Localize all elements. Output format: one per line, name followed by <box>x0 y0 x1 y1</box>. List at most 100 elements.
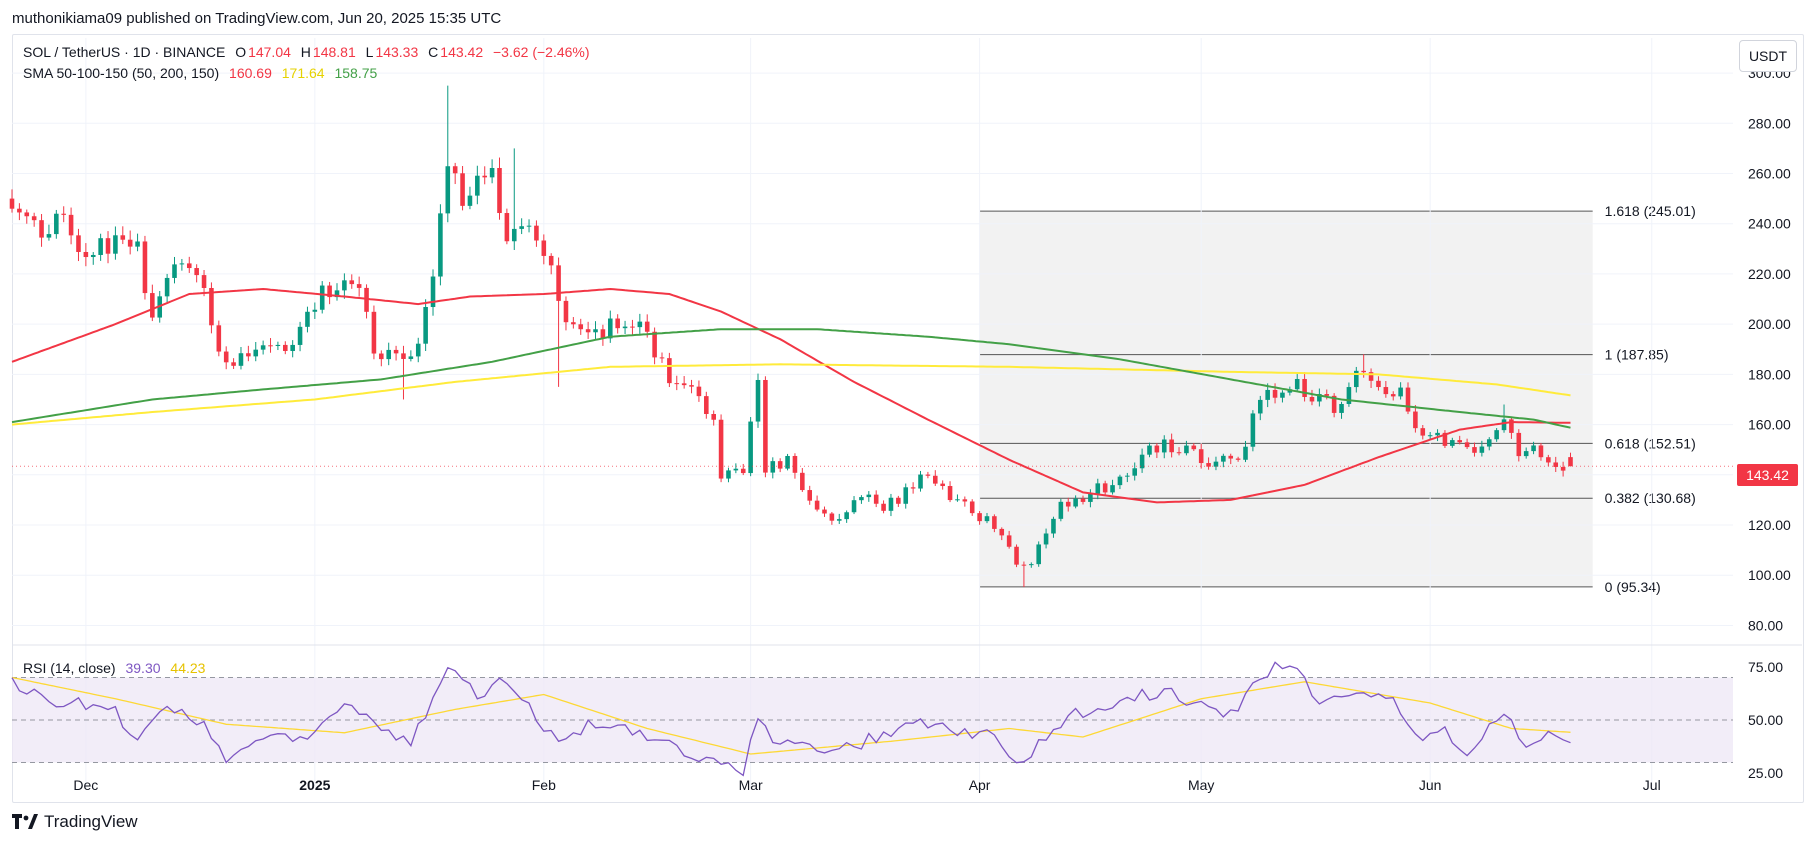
candle-body <box>1235 458 1241 460</box>
candle-body <box>918 474 923 489</box>
candle-body <box>54 213 59 235</box>
candle-body <box>268 345 273 347</box>
price-tick-label: 100.00 <box>1748 567 1791 583</box>
candle-body <box>526 225 532 227</box>
candle-body <box>246 353 251 357</box>
candle-body <box>1176 452 1182 454</box>
price-tick-label: 120.00 <box>1748 517 1791 533</box>
candle-body <box>859 497 864 501</box>
candle-body <box>1560 466 1566 471</box>
candle-body <box>83 251 89 258</box>
candle-body <box>1376 380 1381 388</box>
candle-body <box>1450 440 1455 446</box>
candle-body <box>733 468 739 471</box>
candle-body <box>1132 468 1138 476</box>
price-tick-label: 80.00 <box>1748 617 1783 633</box>
candle-body <box>31 216 37 221</box>
last-price-tag: 143.42 <box>1737 464 1798 486</box>
candle-body <box>135 241 140 247</box>
rsi-layer <box>11 661 1733 777</box>
sma-legend[interactable]: SMA 50-100-150 (50, 200, 150) 160.69 171… <box>23 65 383 81</box>
high-label: H <box>300 44 311 60</box>
fibonacci-level-label: 0.618 (152.51) <box>1605 435 1696 451</box>
candle-body <box>1457 440 1462 443</box>
candle-body <box>1029 564 1034 566</box>
candle-body <box>120 235 126 240</box>
candle-body <box>866 494 872 498</box>
candle-body <box>1198 449 1204 464</box>
candle-body <box>1494 430 1499 440</box>
sma-layer <box>11 287 1733 504</box>
candle-body <box>1036 544 1041 565</box>
candle-body <box>1169 439 1174 453</box>
candle-body <box>888 497 894 511</box>
candle-body <box>364 287 369 312</box>
candle-body <box>1147 445 1152 455</box>
candle-body <box>1546 457 1551 463</box>
candle-body <box>1058 501 1064 519</box>
candle-body <box>873 494 879 504</box>
candles-layer <box>9 85 1573 588</box>
candle-body <box>76 235 81 252</box>
candle-body <box>1442 432 1448 446</box>
candle-body <box>844 512 849 520</box>
candle-body <box>1390 394 1396 397</box>
candle-body <box>615 318 620 329</box>
candle-body <box>829 513 835 521</box>
published-banner: muthonikiama09 published on TradingView.… <box>12 10 502 27</box>
rsi-tick-label: 50.00 <box>1748 712 1783 728</box>
candle-body <box>223 351 229 363</box>
candle-body <box>689 385 694 387</box>
price-tick-label: 280.00 <box>1748 115 1791 131</box>
candle-body <box>482 175 488 178</box>
candle-body <box>977 513 982 522</box>
candle-body <box>164 277 170 297</box>
candle-body <box>1184 445 1189 454</box>
candle-body <box>1405 387 1411 412</box>
candle-body <box>511 228 517 242</box>
candle-body <box>445 166 451 214</box>
open-value: 147.04 <box>248 44 291 60</box>
candle-body <box>667 358 672 384</box>
price-tick-label: 220.00 <box>1748 266 1791 282</box>
candle-body <box>563 300 569 323</box>
candle-body <box>548 255 554 266</box>
candle-body <box>489 167 495 178</box>
candle-body <box>593 329 598 333</box>
candle-body <box>585 329 591 333</box>
candle-body <box>39 220 44 238</box>
candle-body <box>755 379 761 422</box>
candle-body <box>519 226 524 229</box>
candle-body <box>327 285 332 298</box>
rsi-legend[interactable]: RSI (14, close) 39.30 44.23 <box>23 660 211 676</box>
candle-body <box>947 486 953 501</box>
currency-unit-button[interactable]: USDT <box>1739 40 1797 72</box>
tradingview-logo[interactable]: TradingView <box>12 812 138 832</box>
rsi-tick-label: 25.00 <box>1748 765 1783 781</box>
candle-body <box>386 349 391 360</box>
time-tick-label: Dec <box>73 777 98 793</box>
candle-body <box>1354 370 1359 388</box>
candle-body <box>740 468 746 474</box>
fibonacci-level-label: 1 (187.85) <box>1605 347 1669 363</box>
candle-body <box>1516 432 1522 457</box>
candle-body <box>401 353 406 359</box>
fibonacci-level-label: 1.618 (245.01) <box>1605 203 1696 219</box>
candle-body <box>674 383 680 385</box>
candle-body <box>1257 399 1263 414</box>
candle-body <box>792 455 798 473</box>
candle-body <box>1125 475 1130 477</box>
candle-body <box>24 212 30 217</box>
candle-body <box>460 173 465 206</box>
rsi-ma-line <box>11 676 1571 755</box>
candle-body <box>1509 419 1514 433</box>
candle-body <box>1413 411 1418 429</box>
candle-body <box>600 329 606 339</box>
candle-body <box>763 379 768 473</box>
candle-body <box>748 421 753 474</box>
candle-body <box>61 213 66 215</box>
candle-body <box>571 322 576 325</box>
candle-body <box>1213 461 1219 467</box>
